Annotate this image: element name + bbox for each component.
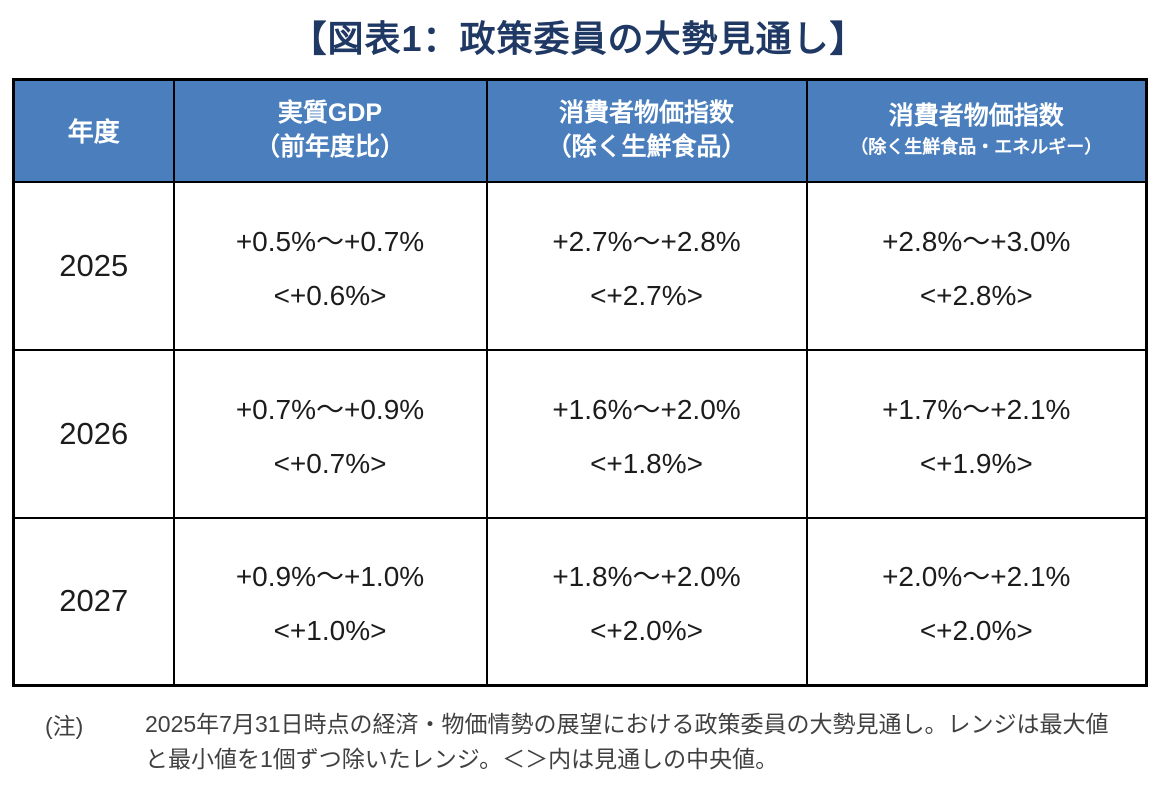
figure-title: 【図表1：政策委員の大勢見通し】 [290, 18, 867, 59]
range-value: +2.7%～+2.8% [552, 225, 741, 257]
range-value: +2.8%～+3.0% [882, 225, 1071, 257]
range-value: +2.0%～+2.1% [882, 561, 1071, 593]
header-cpi-ex-fresh-subtitle: （除く生鮮食品） [546, 132, 747, 161]
header-real-gdp-subtitle: （前年度比） [254, 132, 405, 161]
header-cpi-ex-fresh-energy-subtitle: （除く生鮮食品・エネルギー） [850, 137, 1103, 158]
median-value: <+1.0%> [273, 615, 387, 647]
median-value: <+0.7%> [273, 447, 387, 479]
year-cell-2026: 2026 [12, 348, 175, 519]
forecast-table: 年度 実質GDP （前年度比） 消費者物価指数 （除く生鮮食品） 消費者物価指数… [12, 78, 1148, 687]
median-value: <+1.8%> [590, 447, 703, 479]
median-value: <+0.6%> [273, 279, 387, 311]
range-value: +0.9%～+1.0% [235, 561, 425, 593]
header-year: 年度 [12, 78, 175, 183]
table-row-2025: 2025 +0.5%～+0.7% <+0.6%> +2.7%～+2.8% <+2… [12, 180, 1148, 351]
footnote-text: 2025年7月31日時点の経済・物価情勢の展望における政策委員の大勢見通し。レン… [145, 711, 1109, 772]
cell-2026-real-gdp: +0.7%～+0.9% <+0.7%> [172, 348, 488, 519]
header-cpi-ex-fresh-energy: 消費者物価指数 （除く生鮮食品・エネルギー） [805, 78, 1148, 183]
header-cpi-ex-fresh-energy-title: 消費者物価指数 [888, 102, 1064, 131]
footnote: (注) 2025年7月31日時点の経済・物価情勢の展望における政策委員の大勢見通… [45, 707, 1112, 776]
range-value: +1.6%～+2.0% [552, 393, 741, 425]
median-value: <+1.9%> [919, 447, 1033, 479]
header-cpi-ex-fresh-title: 消費者物価指数 [558, 99, 734, 127]
header-row: 年度 実質GDP （前年度比） 消費者物価指数 （除く生鮮食品） 消費者物価指数… [12, 78, 1148, 183]
header-real-gdp: 実質GDP （前年度比） [172, 78, 488, 183]
cell-2025-cpi-ex-fresh: +2.7%～+2.8% <+2.7%> [485, 180, 808, 351]
range-value: +1.8%～+2.0% [552, 561, 741, 593]
median-value: <+2.8%> [919, 279, 1033, 311]
cell-2026-cpi-ex-fresh: +1.6%～+2.0% <+1.8%> [485, 348, 808, 519]
cell-2025-real-gdp: +0.5%～+0.7% <+0.6%> [172, 180, 488, 351]
median-value: <+2.0%> [919, 615, 1033, 647]
header-cpi-ex-fresh: 消費者物価指数 （除く生鮮食品） [485, 78, 808, 183]
year-cell-2025: 2025 [12, 180, 175, 351]
table-row-2026: 2026 +0.7%～+0.9% <+0.7%> +1.6%～+2.0% <+1… [12, 348, 1148, 519]
median-value: <+2.7%> [590, 279, 703, 311]
year-cell-2027: 2027 [12, 516, 175, 687]
cell-2027-cpi-ex-fresh-energy: +2.0%～+2.1% <+2.0%> [805, 516, 1148, 687]
header-real-gdp-title: 実質GDP [277, 99, 383, 127]
range-value: +1.7%～+2.1% [882, 393, 1071, 425]
range-value: +0.7%～+0.9% [235, 393, 425, 425]
header-year-label: 年度 [67, 117, 120, 148]
median-value: <+2.0%> [590, 615, 703, 647]
range-value: +0.5%～+0.7% [235, 225, 425, 257]
footnote-label: (注) [45, 713, 84, 739]
cell-2025-cpi-ex-fresh-energy: +2.8%～+3.0% <+2.8%> [805, 180, 1148, 351]
cell-2027-real-gdp: +0.9%～+1.0% <+1.0%> [172, 516, 488, 687]
cell-2027-cpi-ex-fresh: +1.8%～+2.0% <+2.0%> [485, 516, 808, 687]
cell-2026-cpi-ex-fresh-energy: +1.7%～+2.1% <+1.9%> [805, 348, 1148, 519]
table-row-2027: 2027 +0.9%～+1.0% <+1.0%> +1.8%～+2.0% <+2… [12, 516, 1148, 687]
